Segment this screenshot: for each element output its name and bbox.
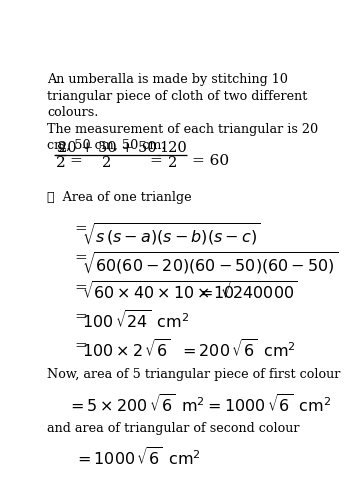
- Text: 2: 2: [102, 156, 112, 170]
- Text: 120: 120: [159, 141, 187, 155]
- Text: An umberalla is made by stitching 10: An umberalla is made by stitching 10: [47, 73, 288, 86]
- Text: =: =: [74, 222, 87, 236]
- Text: ∴  Area of one trianlge: ∴ Area of one trianlge: [47, 192, 192, 205]
- Text: = 60: = 60: [192, 154, 229, 169]
- Text: $100 \times 2\,\sqrt{6}\ \ = 200\,\sqrt{6}\ \,\mathrm{cm}^2$: $100 \times 2\,\sqrt{6}\ \ = 200\,\sqrt{…: [82, 339, 296, 361]
- Text: $= 1000\,\sqrt{6}\ \,\mathrm{cm}^2$: $= 1000\,\sqrt{6}\ \,\mathrm{cm}^2$: [74, 447, 201, 469]
- Text: triangular piece of cloth of two different: triangular piece of cloth of two differe…: [47, 89, 308, 102]
- Text: =: =: [70, 154, 83, 169]
- Text: Now, area of 5 triangular piece of first colour: Now, area of 5 triangular piece of first…: [47, 368, 341, 382]
- Text: and area of triangular of second colour: and area of triangular of second colour: [47, 422, 300, 435]
- Text: =: =: [74, 310, 87, 324]
- Text: $\sqrt{s\,(s-a)(s-b)(s-c)}$: $\sqrt{s\,(s-a)(s-b)(s-c)}$: [82, 222, 260, 248]
- Text: 20 + 50 + 50: 20 + 50 + 50: [57, 141, 156, 155]
- Text: =: =: [74, 281, 87, 295]
- Text: 2: 2: [56, 156, 65, 170]
- Text: =: =: [74, 339, 87, 353]
- Text: =: =: [149, 154, 162, 169]
- Text: $100\,\sqrt{24}\ \,\mathrm{cm}^2$: $100\,\sqrt{24}\ \,\mathrm{cm}^2$: [82, 310, 190, 332]
- Text: The measurement of each triangular is 20: The measurement of each triangular is 20: [47, 123, 318, 136]
- Text: $\sqrt{60(60-20)(60-50)(60-50)}$: $\sqrt{60(60-20)(60-50)(60-50)}$: [82, 251, 338, 277]
- Text: colours.: colours.: [47, 106, 99, 119]
- Text: s: s: [56, 141, 64, 155]
- Text: 2: 2: [168, 156, 177, 170]
- Text: $=\ \sqrt{240000}$: $=\ \sqrt{240000}$: [196, 281, 297, 303]
- Text: $\sqrt{60 \times 40 \times 10 \times 10}$: $\sqrt{60 \times 40 \times 10 \times 10}…: [82, 281, 238, 303]
- Text: =: =: [74, 251, 87, 265]
- Text: $= 5 \times 200\,\sqrt{6}\ \,\mathrm{m}^2 = 1000\,\sqrt{6}\ \,\mathrm{cm}^2$: $= 5 \times 200\,\sqrt{6}\ \,\mathrm{m}^…: [66, 394, 331, 416]
- Text: cm, 50 cm, 50 cm.: cm, 50 cm, 50 cm.: [47, 139, 166, 152]
